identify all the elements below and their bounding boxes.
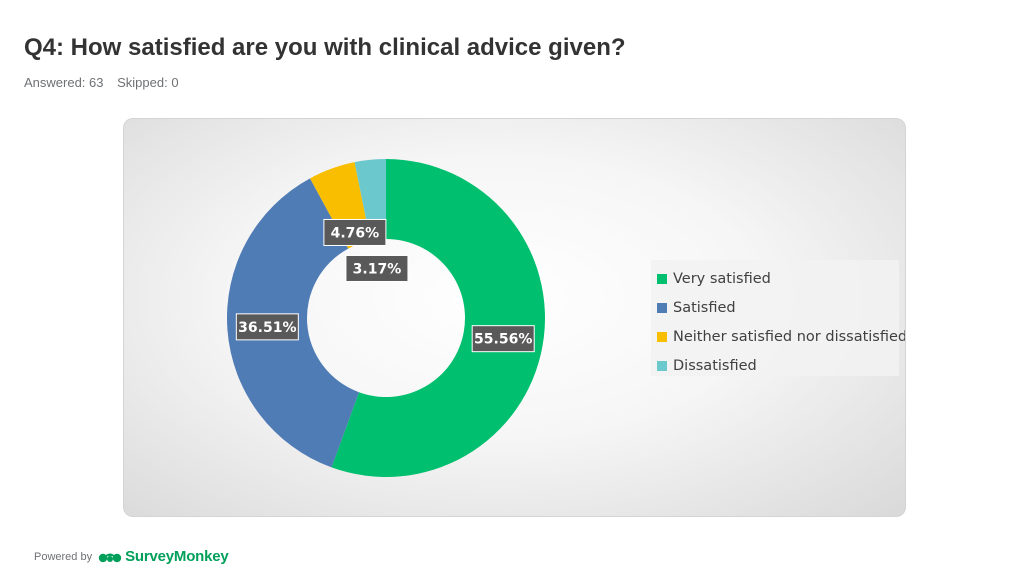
data-label-dissatisfied: 3.17% <box>345 254 409 282</box>
legend-label: Dissatisfied <box>673 357 757 374</box>
chart-legend: Very satisfied Satisfied Neither satisfied… <box>651 260 905 376</box>
response-stats: Answered: 63 Skipped: 0 <box>24 75 179 90</box>
footer: Powered by SurveyMonkey <box>34 548 229 565</box>
skipped-count: Skipped: 0 <box>117 75 179 90</box>
legend-item-neither-satisfied-nor-dissatisfied: Neither satisfied nor dissatisfied <box>657 322 905 351</box>
legend-swatch <box>657 331 667 342</box>
data-label-box <box>471 325 535 353</box>
data-label-satisfied: 36.51% <box>235 313 299 341</box>
page-title: Q4: How satisfied are you with clinical … <box>24 34 626 61</box>
data-label-box <box>235 313 299 341</box>
legend-label: Satisfied <box>673 299 736 316</box>
data-label-neither-satisfied-nor-dissatisfied: 4.76% <box>323 218 387 246</box>
data-label-text: 3.17% <box>353 261 402 277</box>
legend-swatch <box>657 273 667 284</box>
legend-item-very-satisfied: Very satisfied <box>657 264 899 293</box>
slice-very-satisfied <box>331 159 546 478</box>
powered-by-label: Powered by <box>34 550 93 563</box>
data-label-box <box>323 218 387 246</box>
data-label-box <box>345 254 409 282</box>
donut-chart: 55.56% 36.51% 4.76% 3.17% <box>227 159 546 478</box>
answered-count: Answered: 63 <box>24 75 104 90</box>
surveymonkey-logo-icon <box>98 553 122 562</box>
legend-label: Neither satisfied nor dissatisfied <box>673 328 906 345</box>
legend-label: Very satisfied <box>673 270 771 287</box>
chart-panel: 55.56% 36.51% 4.76% 3.17% Very satisfied Sat… <box>123 118 906 517</box>
data-label-text: 4.76% <box>331 225 380 241</box>
data-label-text: 36.51% <box>238 320 296 336</box>
data-label-very-satisfied: 55.56% <box>471 325 535 353</box>
legend-item-satisfied: Satisfied <box>657 293 899 322</box>
surveymonkey-brand: SurveyMonkey <box>125 548 229 565</box>
legend-item-dissatisfied: Dissatisfied <box>657 351 899 380</box>
data-label-text: 55.56% <box>474 332 532 348</box>
legend-swatch <box>657 360 667 371</box>
legend-swatch <box>657 302 667 313</box>
